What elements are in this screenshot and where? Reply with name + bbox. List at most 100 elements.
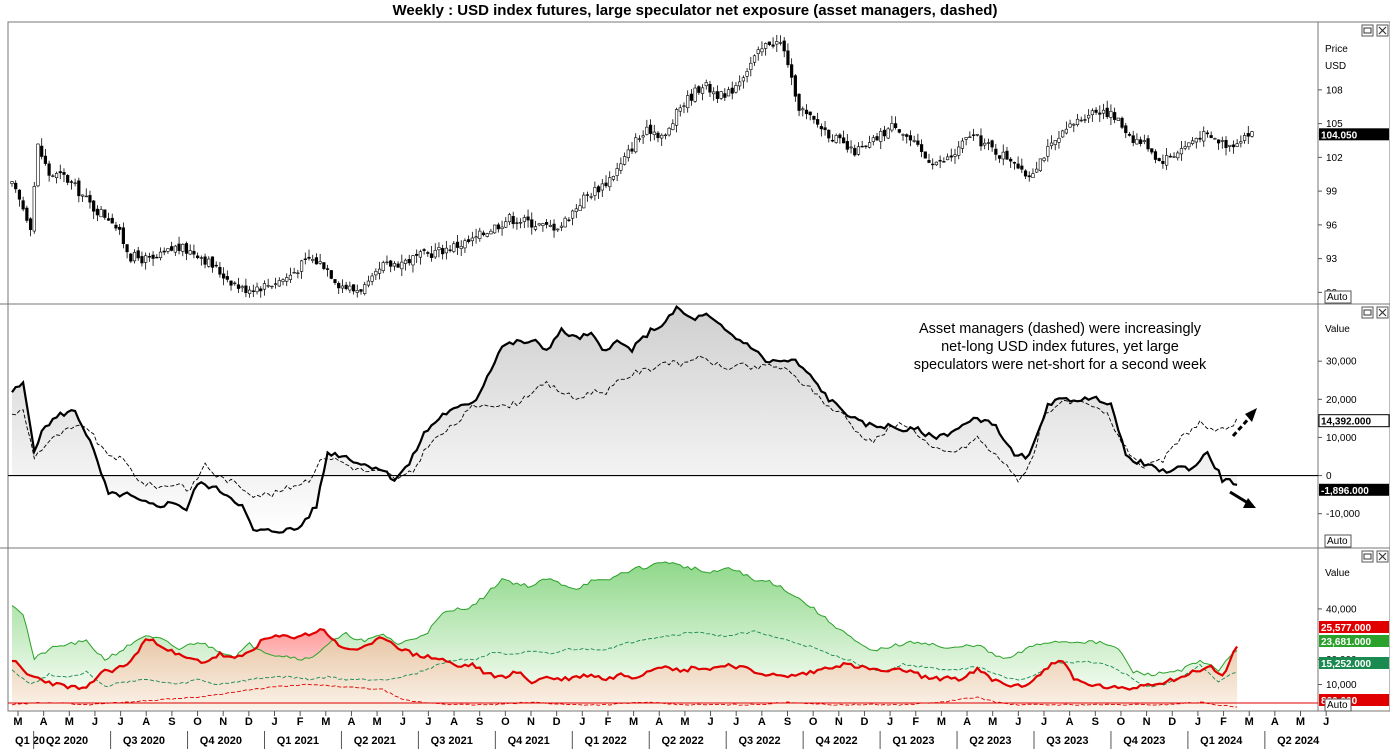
candle-up <box>507 214 512 223</box>
candle-down <box>816 119 820 125</box>
price-tick-label: 108 <box>1326 85 1343 96</box>
quarter-label: Q1 2023 <box>892 735 934 747</box>
candle-down <box>830 139 835 142</box>
month-label: A <box>142 716 150 728</box>
candle-up <box>166 248 170 252</box>
candle-down <box>808 111 812 116</box>
candle-down <box>1209 135 1213 139</box>
candle-down <box>919 144 924 152</box>
candle-up <box>886 128 890 139</box>
candle-up <box>158 251 163 259</box>
candle-down <box>441 248 445 255</box>
candle-up <box>377 268 382 274</box>
candle-up <box>1031 173 1035 179</box>
month-label: N <box>1143 716 1151 728</box>
candle-up <box>856 146 861 155</box>
candle-up <box>248 289 252 294</box>
short-excess-area <box>12 629 1238 690</box>
candle-up <box>570 210 575 219</box>
price-axis-title: Price <box>1325 44 1348 55</box>
exposure-tick-label: 20,000 <box>1326 395 1357 406</box>
month-label: J <box>1015 716 1021 728</box>
chart-title: Weekly : USD index futures, large specul… <box>392 2 998 19</box>
candle-down <box>307 256 311 259</box>
candle-up <box>964 137 968 140</box>
month-label: M <box>988 716 997 728</box>
price-tick-label: 99 <box>1326 187 1338 198</box>
large-speculator-line <box>11 305 1238 534</box>
month-label: F <box>1220 716 1227 728</box>
chart-border <box>7 21 1390 712</box>
candle-down <box>325 268 330 270</box>
candle-up <box>1046 146 1050 157</box>
candle-up <box>207 258 211 267</box>
candle-up <box>500 226 504 229</box>
quarter-label: Q4 2022 <box>815 735 857 747</box>
quarter-label: Q1 2021 <box>277 735 319 747</box>
candle-up <box>1242 135 1247 141</box>
candle-up <box>775 41 779 45</box>
candle-up <box>1165 155 1169 166</box>
candle-down <box>1016 163 1020 169</box>
quarter-label: Q1 20 <box>15 735 45 747</box>
candle-up <box>541 223 545 226</box>
price-last-value: 104.050 <box>1321 130 1358 141</box>
candle-up <box>749 62 753 71</box>
price-axis-unit: USD <box>1325 61 1346 72</box>
quarter-label: Q2 2024 <box>1277 735 1320 747</box>
candle-up <box>760 48 764 53</box>
candle-up <box>726 89 731 97</box>
candle-up <box>1035 168 1039 173</box>
quarter-label: Q3 2020 <box>123 735 165 747</box>
candle-down <box>496 224 500 230</box>
annotation-line-1: Asset managers (dashed) were increasingl… <box>918 321 1202 337</box>
candle-up <box>738 81 742 87</box>
candle-down <box>812 116 816 120</box>
candle-up <box>1075 118 1080 125</box>
candle-up <box>188 250 192 255</box>
candle-down <box>95 208 99 216</box>
candle-up <box>934 161 939 166</box>
quarter-label: Q4 2021 <box>508 735 550 747</box>
candle-down <box>897 129 901 133</box>
quarter-label: Q2 2020 <box>46 735 88 747</box>
month-label: M <box>65 716 74 728</box>
candle-down <box>415 253 419 256</box>
candle-down <box>697 86 701 93</box>
candle-up <box>1228 144 1232 147</box>
month-label: A <box>963 716 971 728</box>
candle-down <box>1246 133 1250 137</box>
candle-down <box>69 181 74 183</box>
candle-up <box>645 126 649 135</box>
candle-down <box>40 145 44 157</box>
candle-down <box>927 160 931 163</box>
asset-manager-long-line <box>11 630 1238 688</box>
candle-up <box>674 109 679 126</box>
asset-manager-last-value: 14,392.000 <box>1321 417 1371 428</box>
candle-up <box>764 43 768 49</box>
candle-down <box>448 249 452 251</box>
candle-up <box>36 143 40 187</box>
candle-up <box>879 131 883 142</box>
candle-down <box>1131 135 1135 143</box>
candle-up <box>1079 119 1083 122</box>
short-last-value: 25,577.000 <box>1321 623 1371 634</box>
candle-up <box>868 142 872 148</box>
candle-down <box>162 250 166 253</box>
candle-up <box>957 146 961 156</box>
candle-up <box>233 282 237 285</box>
candle-up <box>299 260 304 272</box>
candle-down <box>121 227 125 244</box>
large-spec-short-line <box>11 628 1239 691</box>
candle-down <box>853 148 857 156</box>
candle-down <box>715 91 719 99</box>
candle-up <box>1061 130 1065 138</box>
candle-down <box>1153 151 1158 160</box>
candle-up <box>340 285 345 289</box>
candle-down <box>1161 160 1165 164</box>
candle-up <box>700 87 705 94</box>
candle-up <box>348 285 352 291</box>
candle-up <box>1220 140 1224 142</box>
candle-up <box>1190 140 1195 144</box>
candle-up <box>652 131 656 136</box>
